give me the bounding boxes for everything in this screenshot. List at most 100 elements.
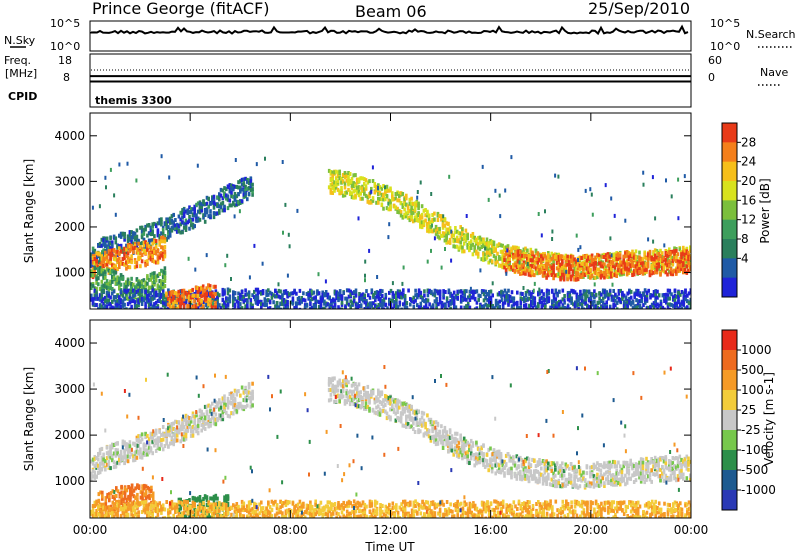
- heatmap-cell: [302, 297, 305, 302]
- heatmap-cell: [604, 257, 608, 262]
- heatmap-cell: [91, 249, 95, 254]
- heatmap-cell: [216, 306, 219, 309]
- heatmap-cell: [580, 261, 583, 266]
- heatmap-cell: [526, 257, 529, 261]
- heatmap-cell: [367, 312, 370, 316]
- heatmap-cell: [97, 276, 100, 281]
- heatmap-cell: [689, 245, 691, 250]
- heatmap-cell: [104, 281, 107, 286]
- heatmap-cell: [176, 311, 179, 315]
- heatmap-cell: [209, 201, 212, 206]
- heatmap-cell: [379, 288, 382, 293]
- heatmap-cell: [463, 309, 466, 313]
- heatmap-cell: [229, 310, 232, 314]
- heatmap-cell: [636, 301, 640, 306]
- heatmap-cell: [562, 264, 566, 269]
- heatmap-cell: [257, 311, 260, 315]
- heatmap-cell: [240, 182, 244, 187]
- heatmap-cell: [464, 233, 468, 238]
- heatmap-cell: [233, 197, 237, 202]
- heatmap-cell: [249, 302, 253, 306]
- heatmap-cell: [436, 234, 440, 239]
- heatmap-cell: [559, 254, 562, 259]
- heatmap-cell: [671, 256, 675, 260]
- heatmap-cell: [114, 254, 118, 259]
- heatmap-cell: [306, 310, 309, 314]
- heatmap-cell: [235, 202, 239, 207]
- heatmap-cell: [664, 270, 668, 275]
- heatmap-cell: [653, 263, 657, 268]
- heatmap-cell: [469, 310, 472, 314]
- heatmap-cell: [142, 297, 146, 302]
- heatmap-cell: [571, 258, 575, 263]
- heatmap-cell: [438, 226, 441, 231]
- heatmap-cell: [93, 256, 97, 261]
- heatmap-cell: [657, 257, 660, 262]
- heatmap-cell: [361, 176, 364, 181]
- heatmap-cell: [91, 256, 95, 260]
- heatmap-cell: [504, 269, 508, 274]
- heatmap-cell: [435, 300, 438, 304]
- heatmap-cell: [524, 271, 527, 276]
- heatmap-cell: [503, 265, 506, 270]
- heatmap-cell: [336, 170, 340, 175]
- heatmap-cell: [638, 263, 641, 268]
- heatmap-cell: [410, 217, 413, 222]
- heatmap-cell: [448, 226, 452, 231]
- heatmap-cell: [461, 249, 464, 254]
- heatmap-cell: [323, 306, 326, 309]
- heatmap-cell: [359, 293, 363, 298]
- heatmap-cell: [381, 299, 384, 303]
- heatmap-cell: [521, 292, 524, 296]
- heatmap-cell: [493, 306, 496, 309]
- heatmap-cell: [669, 267, 673, 272]
- heatmap-cell: [380, 186, 384, 191]
- heatmap-cell: [554, 273, 557, 278]
- heatmap-cell: [652, 304, 656, 309]
- heatmap-cell: [569, 275, 573, 280]
- heatmap-cell: [646, 253, 650, 258]
- heatmap-cell: [109, 295, 112, 300]
- heatmap-cell: [505, 297, 508, 302]
- heatmap-cell: [153, 306, 156, 309]
- heatmap-cell: [149, 252, 153, 257]
- heatmap-cell: [597, 261, 601, 266]
- heatmap-cell: [402, 292, 405, 297]
- heatmap-cell: [130, 307, 133, 309]
- heatmap-cell: [438, 214, 441, 218]
- heatmap-cell: [98, 297, 102, 302]
- heatmap-cell: [328, 309, 331, 313]
- heatmap-cell: [104, 275, 107, 280]
- heatmap-cell: [144, 244, 147, 249]
- heatmap-cell: [134, 312, 137, 316]
- heatmap-cell: [575, 274, 578, 279]
- heatmap-cell: [558, 289, 561, 294]
- heatmap-cell: [328, 311, 331, 315]
- heatmap-cell: [102, 240, 105, 245]
- heatmap-cell: [370, 200, 373, 205]
- heatmap-cell: [149, 225, 153, 230]
- heatmap-cell: [625, 253, 629, 257]
- heatmap-cell: [520, 264, 524, 269]
- heatmap-cell: [427, 220, 431, 225]
- heatmap-cell: [337, 311, 340, 315]
- heatmap-cell: [100, 269, 104, 274]
- heatmap-cell: [126, 265, 130, 270]
- heatmap-cell: [592, 262, 596, 267]
- heatmap-cell: [609, 312, 612, 316]
- heatmap-cell: [585, 270, 589, 275]
- heatmap-cell: [640, 296, 643, 301]
- heatmap-cell: [587, 255, 590, 260]
- heatmap-cell: [469, 239, 473, 244]
- heatmap-cell: [146, 262, 149, 266]
- heatmap-cell: [643, 252, 646, 257]
- heatmap-cell: [601, 300, 605, 305]
- heatmap-cell: [331, 176, 334, 181]
- heatmap-cell: [328, 296, 331, 301]
- heatmap-cell: [613, 265, 617, 270]
- heatmap-cell: [522, 269, 526, 274]
- heatmap-cell: [351, 310, 354, 314]
- freq-unit: [MHz]: [5, 67, 37, 80]
- heatmap-cell: [519, 305, 523, 309]
- heatmap-cell: [97, 270, 100, 275]
